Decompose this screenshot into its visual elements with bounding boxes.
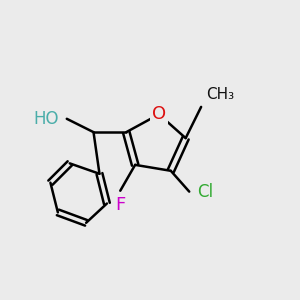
Text: O: O <box>152 105 166 123</box>
Text: CH₃: CH₃ <box>206 87 235 102</box>
Text: F: F <box>115 196 125 214</box>
Text: HO: HO <box>34 110 59 128</box>
Text: Cl: Cl <box>198 183 214 201</box>
